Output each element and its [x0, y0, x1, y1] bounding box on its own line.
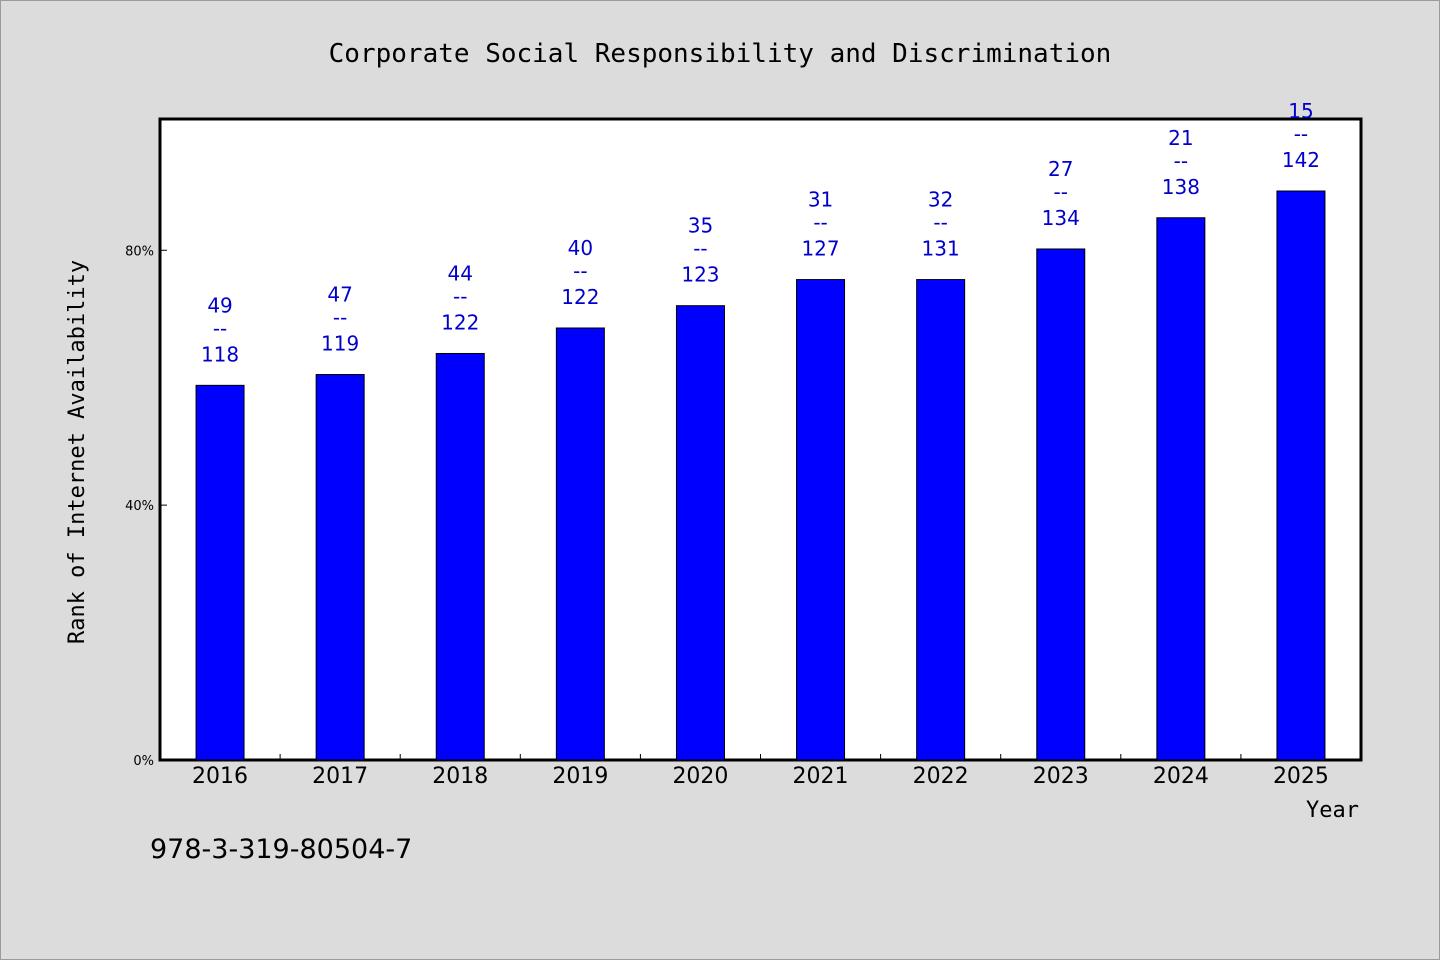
x-tick-label-2020: 2020: [672, 764, 728, 789]
x-tick-label-2016: 2016: [192, 764, 248, 789]
x-axis-ticks: 2016 2017 2018 2019 2020 2021 2022 2023 2024 2025: [192, 754, 1329, 789]
bar-2019: [555, 327, 605, 761]
bar-label-bottom-2024: 138: [1162, 175, 1200, 199]
bar-label-bottom-2018: 122: [441, 310, 479, 334]
bar-2024: [1156, 217, 1206, 761]
bar-label-top-2017: 47: [327, 283, 352, 307]
x-tick-label-2023: 2023: [1033, 764, 1089, 789]
x-tick-label-2024: 2024: [1153, 764, 1209, 789]
bar-2016: [195, 384, 245, 761]
bar-label-bottom-2025: 142: [1282, 148, 1320, 172]
bar-label-sep-2017: --: [333, 306, 347, 330]
y-tick-label-0: 0%: [133, 754, 154, 769]
chart-title: Corporate Social Responsibility and Disc…: [329, 39, 1112, 69]
bar-label-sep-2025: --: [1294, 122, 1308, 146]
bar-label-top-2025: 15: [1288, 99, 1313, 123]
bar-label-top-2024: 21: [1168, 126, 1193, 150]
y-tick-label-40: 40%: [125, 499, 154, 514]
bar-2018: [435, 352, 485, 761]
y-axis-ticks: 0% 40% 80%: [125, 244, 167, 769]
x-tick-label-2021: 2021: [793, 764, 849, 789]
x-tick-label-2019: 2019: [552, 764, 608, 789]
bar-label-sep-2022: --: [933, 211, 947, 235]
bar-label-top-2019: 40: [568, 236, 593, 260]
bar-2023: [1036, 248, 1086, 761]
bar-label-bottom-2016: 118: [201, 342, 239, 366]
bar-label-top-2020: 35: [688, 214, 713, 238]
bar-label-bottom-2022: 131: [922, 237, 960, 261]
bar-2020: [675, 305, 725, 761]
bar-label-sep-2020: --: [693, 237, 707, 261]
x-tick-label-2017: 2017: [312, 764, 368, 789]
bar-2021: [796, 279, 846, 761]
bars-group: [195, 190, 1326, 761]
bar-label-sep-2019: --: [573, 259, 587, 283]
bar-2025: [1276, 190, 1326, 761]
bar-label-top-2021: 31: [808, 188, 833, 212]
x-axis-label: Year: [1306, 798, 1359, 823]
bar-label-sep-2018: --: [453, 284, 467, 308]
bar-label-bottom-2021: 127: [801, 237, 839, 261]
x-tick-label-2022: 2022: [913, 764, 969, 789]
bar-label-top-2018: 44: [448, 261, 473, 285]
isbn-code: 978-3-319-80504-7: [150, 834, 413, 865]
bar-label-bottom-2017: 119: [321, 332, 359, 356]
x-tick-label-2018: 2018: [432, 764, 488, 789]
bar-label-bottom-2023: 134: [1042, 206, 1080, 230]
bar-label-top-2022: 32: [928, 188, 953, 212]
x-tick-label-2025: 2025: [1273, 764, 1329, 789]
bar-label-sep-2016: --: [213, 316, 227, 340]
bar-label-bottom-2020: 123: [681, 263, 719, 287]
bar-label-sep-2021: --: [813, 211, 827, 235]
bar-2022: [916, 279, 966, 761]
y-axis-label: Rank of Internet Availability: [65, 260, 90, 644]
bar-label-bottom-2019: 122: [561, 285, 599, 309]
y-tick-label-80: 80%: [125, 244, 154, 259]
bar-labels-group: 49--11847--11944--12240--12235--12331--1…: [201, 99, 1320, 366]
bar-2017: [315, 374, 365, 761]
bar-label-sep-2023: --: [1054, 180, 1068, 204]
bar-label-top-2023: 27: [1048, 157, 1073, 181]
bar-label-top-2016: 49: [207, 293, 232, 317]
bar-label-sep-2024: --: [1174, 149, 1188, 173]
